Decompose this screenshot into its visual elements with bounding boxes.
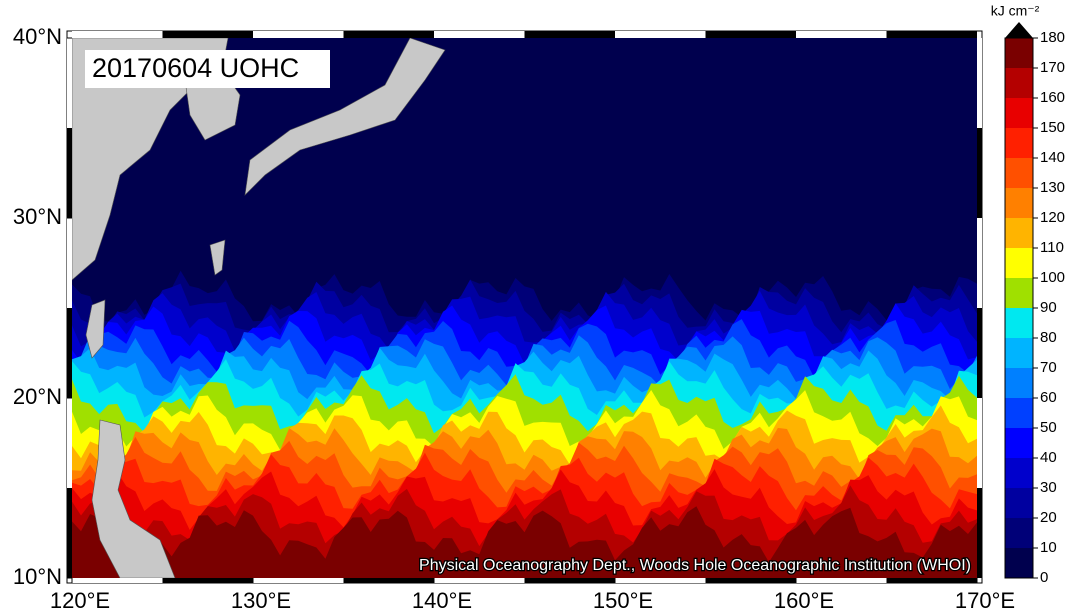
colorbar-tick-label: 40 [1040, 449, 1057, 466]
frame-segment [67, 38, 72, 128]
frame-segment [615, 31, 706, 38]
y-tick-label: 30°N [13, 204, 62, 229]
frame-segment [977, 218, 982, 308]
colorbar-swatch [1005, 488, 1033, 518]
land [72, 38, 446, 578]
colorbar-swatch [1005, 368, 1033, 398]
colorbar-swatch [1005, 548, 1033, 578]
colorbar-swatch [1005, 308, 1033, 338]
frame-segment [162, 578, 253, 583]
colorbar-tick-label: 160 [1040, 89, 1065, 106]
colorbar-tick-label: 90 [1040, 299, 1057, 316]
colorbar-tick-label: 150 [1040, 119, 1065, 136]
x-tick-label: 130°E [231, 588, 291, 613]
frame-segment [162, 31, 253, 38]
colorbar-swatch [1005, 278, 1033, 308]
colorbar-swatch [1005, 518, 1033, 548]
colorbar-swatch [1005, 128, 1033, 158]
map-title: 20170604 UOHC [92, 53, 299, 83]
colorbar-tick-label: 140 [1040, 149, 1065, 166]
map-frame [66, 30, 983, 584]
colorbar-tick-label: 0 [1040, 569, 1048, 586]
colorbar-tick-label: 50 [1040, 419, 1057, 436]
colorbar-swatch [1005, 338, 1033, 368]
axes: 120°E 130°E 140°E 150°E 160°E 170°E 10°N 20°N 30… [13, 22, 1065, 613]
colorbar-swatch [1005, 218, 1033, 248]
ohc-field [72, 38, 977, 578]
title-box [85, 50, 330, 88]
frame-segment [67, 128, 72, 218]
frame-segment [796, 578, 887, 583]
frame-segment [343, 578, 434, 583]
frame-segment [253, 578, 344, 583]
frame-segment [705, 578, 796, 583]
frame-segment [67, 218, 72, 308]
colorbar-swatch [1005, 248, 1033, 278]
colorbar-tick-label: 30 [1040, 479, 1057, 496]
y-tick-label: 10°N [13, 564, 62, 589]
frame-segment [67, 488, 72, 578]
colorbar-swatch [1005, 428, 1033, 458]
y-tick-label: 40°N [13, 24, 62, 49]
x-tick-label: 150°E [593, 588, 653, 613]
frame-segment [977, 128, 982, 218]
frame-segment [977, 398, 982, 488]
colorbar-swatch [1005, 68, 1033, 98]
frame-segment [434, 578, 525, 583]
frame-segment [434, 31, 525, 38]
frame-segment [705, 31, 796, 38]
frame-segment [977, 488, 982, 578]
frame-segment [524, 578, 615, 583]
x-tick-label: 160°E [774, 588, 834, 613]
frame-segment [343, 31, 434, 38]
ohc-band [72, 506, 977, 578]
frame-segment [977, 38, 982, 128]
colorbar-tick-label: 100 [1040, 269, 1065, 286]
colorbar-tick-label: 80 [1040, 329, 1057, 346]
frame-segment [615, 578, 706, 583]
colorbar-tick-label: 20 [1040, 509, 1057, 526]
colorbar-tick-label: 60 [1040, 389, 1057, 406]
colorbar-swatch [1005, 158, 1033, 188]
frame-segment [67, 308, 72, 398]
colorbar-swatch [1005, 38, 1033, 68]
frame-segment [72, 31, 163, 38]
colorbar-tick-label: 130 [1040, 179, 1065, 196]
colorbar-swatch [1005, 398, 1033, 428]
frame-segment [886, 31, 977, 38]
frame-segment [796, 31, 887, 38]
colorbar-tick-label: 10 [1040, 539, 1057, 556]
x-tick-label: 170°E [955, 588, 1015, 613]
x-tick-label: 140°E [412, 588, 472, 613]
frame-segment [886, 578, 977, 583]
colorbar-tick-label: 70 [1040, 359, 1057, 376]
frame-segment [977, 308, 982, 398]
y-tick-label: 20°N [13, 384, 62, 409]
colorbar-unit: kJ cm⁻² [991, 3, 1040, 19]
frame-segment [524, 31, 615, 38]
colorbar-swatch [1005, 458, 1033, 488]
colorbar-swatch [1005, 188, 1033, 218]
frame-segment [72, 578, 163, 583]
colorbar-tick-label: 120 [1040, 209, 1065, 226]
colorbar-tick-label: 180 [1040, 29, 1065, 46]
frame-segment [67, 398, 72, 488]
colorbar-tick-label: 170 [1040, 59, 1065, 76]
x-tick-label: 120°E [50, 588, 110, 613]
colorbar-over [1005, 22, 1033, 38]
colorbar-swatch [1005, 98, 1033, 128]
colorbar-tick-label: 110 [1040, 239, 1064, 256]
credit: Physical Oceanography Dept., Woods Hole … [419, 557, 971, 574]
frame-segment [253, 31, 344, 38]
